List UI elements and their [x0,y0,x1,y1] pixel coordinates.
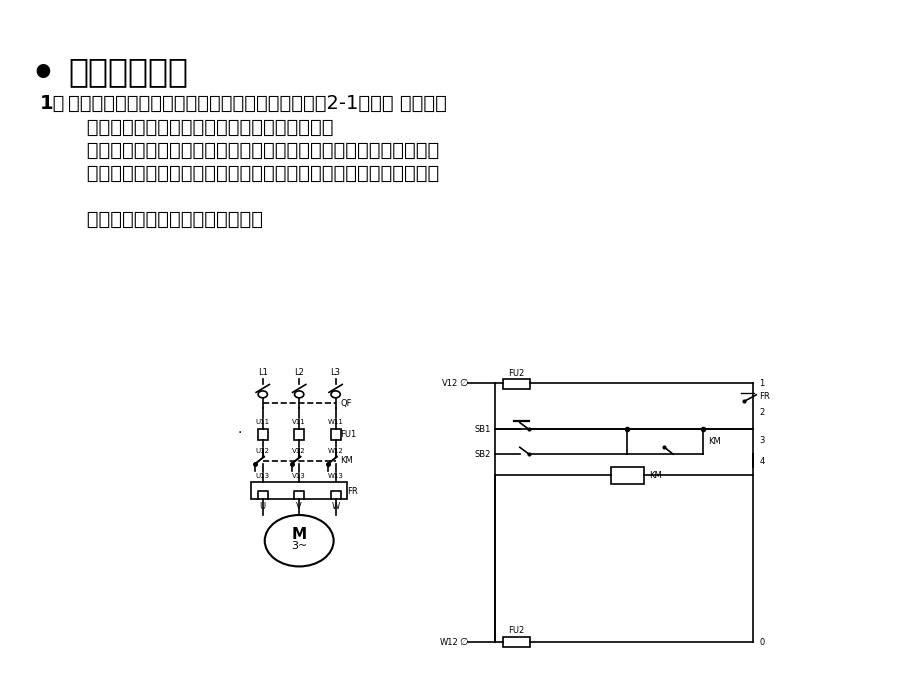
Text: ∅: ∅ [459,379,468,388]
Bar [610,466,643,484]
Text: W12: W12 [439,638,458,647]
Text: 3: 3 [759,436,764,445]
Text: U11: U11 [255,419,269,425]
Bar [502,379,529,389]
Text: W13: W13 [327,473,343,480]
Bar [257,429,267,440]
Text: KM: KM [648,471,661,480]
Text: FR: FR [346,486,357,496]
Text: 护的原理和热继电器的接线要求。: 护的原理和热继电器的接线要求。 [68,210,263,229]
Bar [330,429,340,440]
Bar [251,482,346,499]
Text: QF: QF [340,399,351,408]
Text: 识读三相笼型异步电动机单向起动控制线路，如图2-1所示， 明确线路: 识读三相笼型异步电动机单向起动控制线路，如图2-1所示， 明确线路 [68,94,447,113]
Text: U12: U12 [255,448,269,454]
Text: FU2: FU2 [508,368,524,377]
Text: 熟悉起动按鈕和停止按鈕的结构特点和动作原理；理解接触器自锁触: 熟悉起动按鈕和停止按鈕的结构特点和动作原理；理解接触器自锁触 [68,141,438,160]
Text: L3: L3 [330,368,340,377]
Text: U: U [259,502,266,511]
Text: KM: KM [708,437,720,446]
Text: FU2: FU2 [508,627,524,635]
Text: 4: 4 [759,457,764,466]
Text: 0: 0 [759,638,764,647]
Text: L1: L1 [257,368,267,377]
Bar [502,637,529,647]
Text: V12: V12 [441,379,458,388]
Text: 1．: 1． [40,94,65,113]
Text: V13: V13 [292,473,306,480]
Text: 3~: 3~ [290,541,307,551]
Text: W12: W12 [327,448,343,454]
Text: W: W [331,502,339,511]
Text: U13: U13 [255,473,269,480]
Text: M: M [291,527,306,542]
Text: W11: W11 [327,419,343,425]
Text: V: V [296,502,301,511]
Text: V11: V11 [292,419,306,425]
Text: 点的作用及接触器自锁的欠压、失压保护功能；领会热继电器过载保: 点的作用及接触器自锁的欠压、失压保护功能；领会热继电器过载保 [68,164,438,183]
Text: .: . [237,422,242,436]
Text: KM: KM [340,456,353,465]
Text: 四、实训指导: 四、实训指导 [68,55,187,88]
Text: FU1: FU1 [340,430,357,439]
Text: L2: L2 [294,368,304,377]
Text: SB2: SB2 [474,450,491,459]
Text: 2: 2 [759,408,764,417]
Text: 1: 1 [759,379,764,388]
Text: FR: FR [759,393,769,402]
Bar [294,429,304,440]
Text: 中所用电器元件及作用，熟悉线路的工作原理。: 中所用电器元件及作用，熟悉线路的工作原理。 [68,118,334,137]
Text: •: • [30,55,55,93]
Text: V12: V12 [292,448,306,454]
Text: SB1: SB1 [474,425,491,434]
Text: ∅: ∅ [459,637,468,647]
